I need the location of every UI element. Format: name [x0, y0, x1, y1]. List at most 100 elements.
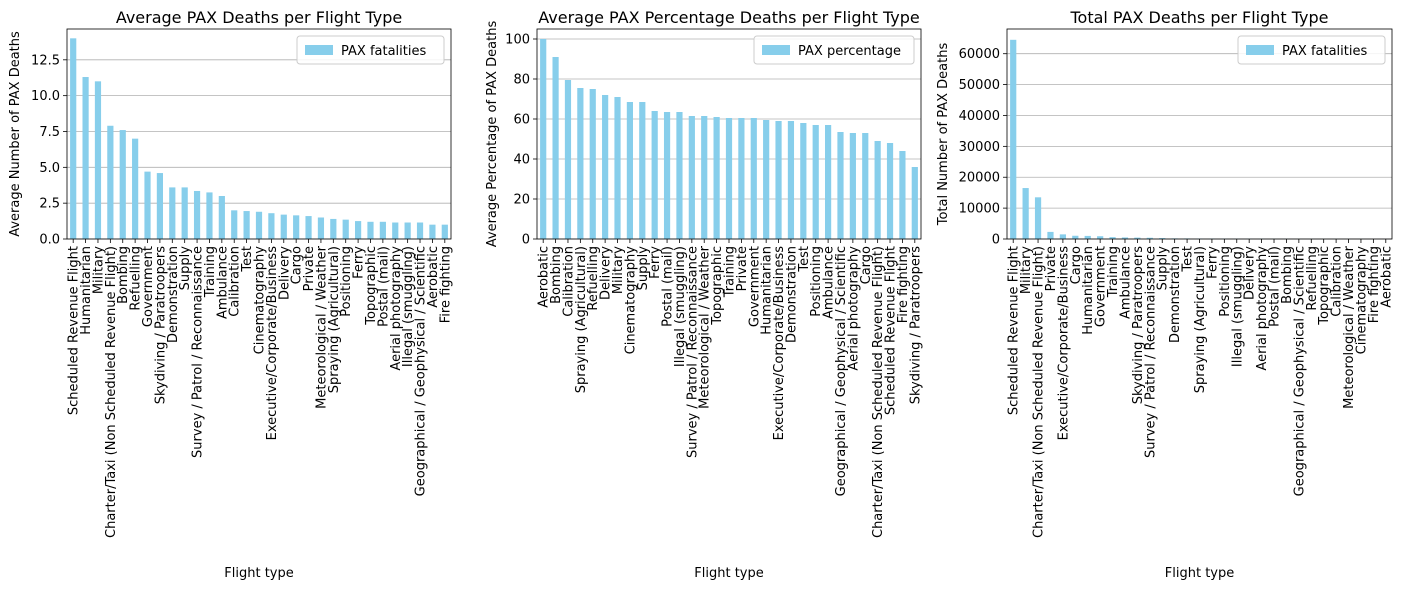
x-tick-label: Skydiving / Paratroopers [1131, 246, 1146, 405]
bar [787, 121, 795, 239]
x-tick-label: Demonstration [784, 246, 799, 343]
y-tick-label: 12.5 [31, 53, 60, 68]
x-tick-label: Military [1019, 246, 1034, 294]
bar [429, 224, 436, 239]
bar [193, 190, 201, 239]
x-tick-label: Government [1094, 246, 1109, 327]
y-tick-label: 100 [505, 33, 530, 48]
x-tick-label: Positioning [1218, 246, 1233, 317]
chart-1: 0.0 2.5 5.0 7.5 10.0 12.5 Scheduled Revenue Fl… [8, 8, 453, 581]
bar [886, 143, 894, 239]
x-tick-label: Executive/Corporate/Business [772, 246, 787, 441]
x-tick-label: Spraying (Agricultural) [574, 246, 589, 393]
x-tick-label: Private [1044, 246, 1059, 291]
x-tick-label: Postal (mail) [376, 246, 391, 327]
x-tick-label: Refuelling [586, 246, 601, 311]
bar [1072, 235, 1079, 239]
x-tick-label: Humanitarian [760, 246, 775, 335]
bar [218, 195, 225, 239]
bar [540, 39, 547, 239]
x-tick-label: Delivery [1243, 246, 1258, 300]
x-tick-label: Humanitarian [79, 246, 94, 335]
bar [181, 187, 188, 239]
x-tick-label: Government [141, 246, 156, 327]
x-tick-label: Military [611, 246, 626, 294]
bar [626, 102, 633, 239]
x-tick-label: Fire fighting [1367, 246, 1382, 323]
x-tick-label: Spraying (Agricultural) [327, 246, 342, 393]
bar [812, 125, 819, 239]
bar [738, 118, 745, 239]
x-tick-label: Calibration [1330, 246, 1345, 317]
bar [837, 132, 844, 239]
x-tick-label: Test [240, 246, 255, 273]
axes-frame [66, 28, 452, 240]
x-tick-label: Aerobatic [1379, 246, 1394, 308]
bar [404, 222, 411, 239]
y-tick-label: 20 [513, 193, 530, 208]
x-tick-label: Military [91, 246, 106, 294]
bar [268, 213, 275, 239]
bar [713, 117, 720, 239]
y-tick-label: 10.0 [31, 89, 60, 104]
bar [342, 219, 349, 239]
bar [1159, 238, 1166, 239]
bar [317, 217, 325, 239]
legend-box [753, 35, 915, 65]
y-tick-label: 7.5 [39, 125, 60, 140]
bar [156, 173, 163, 239]
y-tick-label: 0 [522, 233, 530, 248]
axes-frame [536, 28, 922, 240]
x-tick-label: Bombing [1280, 246, 1295, 304]
bar [379, 221, 386, 239]
x-tick-label: Demonstration [166, 246, 181, 343]
bar [70, 38, 77, 239]
x-tick-label: Scheduled Revenue Flight [67, 246, 82, 415]
x-tick-label: Delivery [277, 246, 292, 300]
x-tick-label: Bombing [549, 246, 564, 304]
x-tick-label: Government [747, 246, 762, 327]
x-tick-label: Humanitarian [1081, 246, 1096, 335]
x-tick-label: Private [302, 246, 317, 291]
x-tick-label: Topographic [364, 246, 379, 326]
x-tick-label: Postal (mail) [661, 246, 676, 327]
y-tick-label: 60 [513, 113, 530, 128]
x-tick-label: Private [735, 246, 750, 291]
bar [293, 215, 300, 239]
bar [564, 80, 572, 239]
chart-title: Total PAX Deaths per Flight Type [1069, 8, 1328, 27]
x-tick-label: Cinematography [1354, 246, 1369, 355]
x-tick-label: Demonstration [1168, 246, 1183, 343]
legend-box [1237, 35, 1386, 65]
x-tick-label: Aerobatic [426, 246, 441, 308]
x-tick-label: Illegal (smuggling) [673, 246, 688, 367]
x-tick-label: Positioning [339, 246, 354, 317]
x-tick-label: Positioning [809, 246, 824, 317]
bar [1010, 39, 1017, 239]
y-tick-label: 40000 [959, 109, 1000, 124]
x-tick-label: Test [1181, 246, 1196, 273]
x-tick-label: Aerial photography [846, 246, 861, 371]
bar [1134, 237, 1141, 239]
x-tick-label: Bombing [116, 246, 131, 304]
bar [849, 133, 856, 239]
x-tick-label: Fire fighting [438, 246, 453, 323]
y-tick-label: 60000 [959, 47, 1000, 62]
bar [1084, 235, 1091, 239]
y-tick-label: 30000 [959, 140, 1000, 155]
x-tick-label: Charter/Taxi (Non Scheduled Revenue Flig… [1032, 246, 1047, 538]
x-tick-label: Test [797, 246, 812, 273]
bar [1097, 236, 1104, 239]
bar [1146, 237, 1153, 239]
x-tick-label: Training [203, 246, 218, 298]
legend-swatch [762, 45, 790, 55]
bar [243, 211, 250, 239]
x-tick-label: Survey / Patrol / Reconnaissance [191, 246, 206, 458]
x-tick-label: Cinematography [623, 246, 638, 355]
y-tick-label: 50000 [959, 78, 1000, 93]
chart-title: Average PAX Deaths per Flight Type [116, 8, 402, 27]
x-tick-label: Skydiving / Paratroopers [908, 246, 923, 405]
x-tick-label: Charter/Taxi (Non Scheduled Revenue Flig… [104, 246, 119, 538]
x-tick-label: Aerial photography [1255, 246, 1270, 371]
